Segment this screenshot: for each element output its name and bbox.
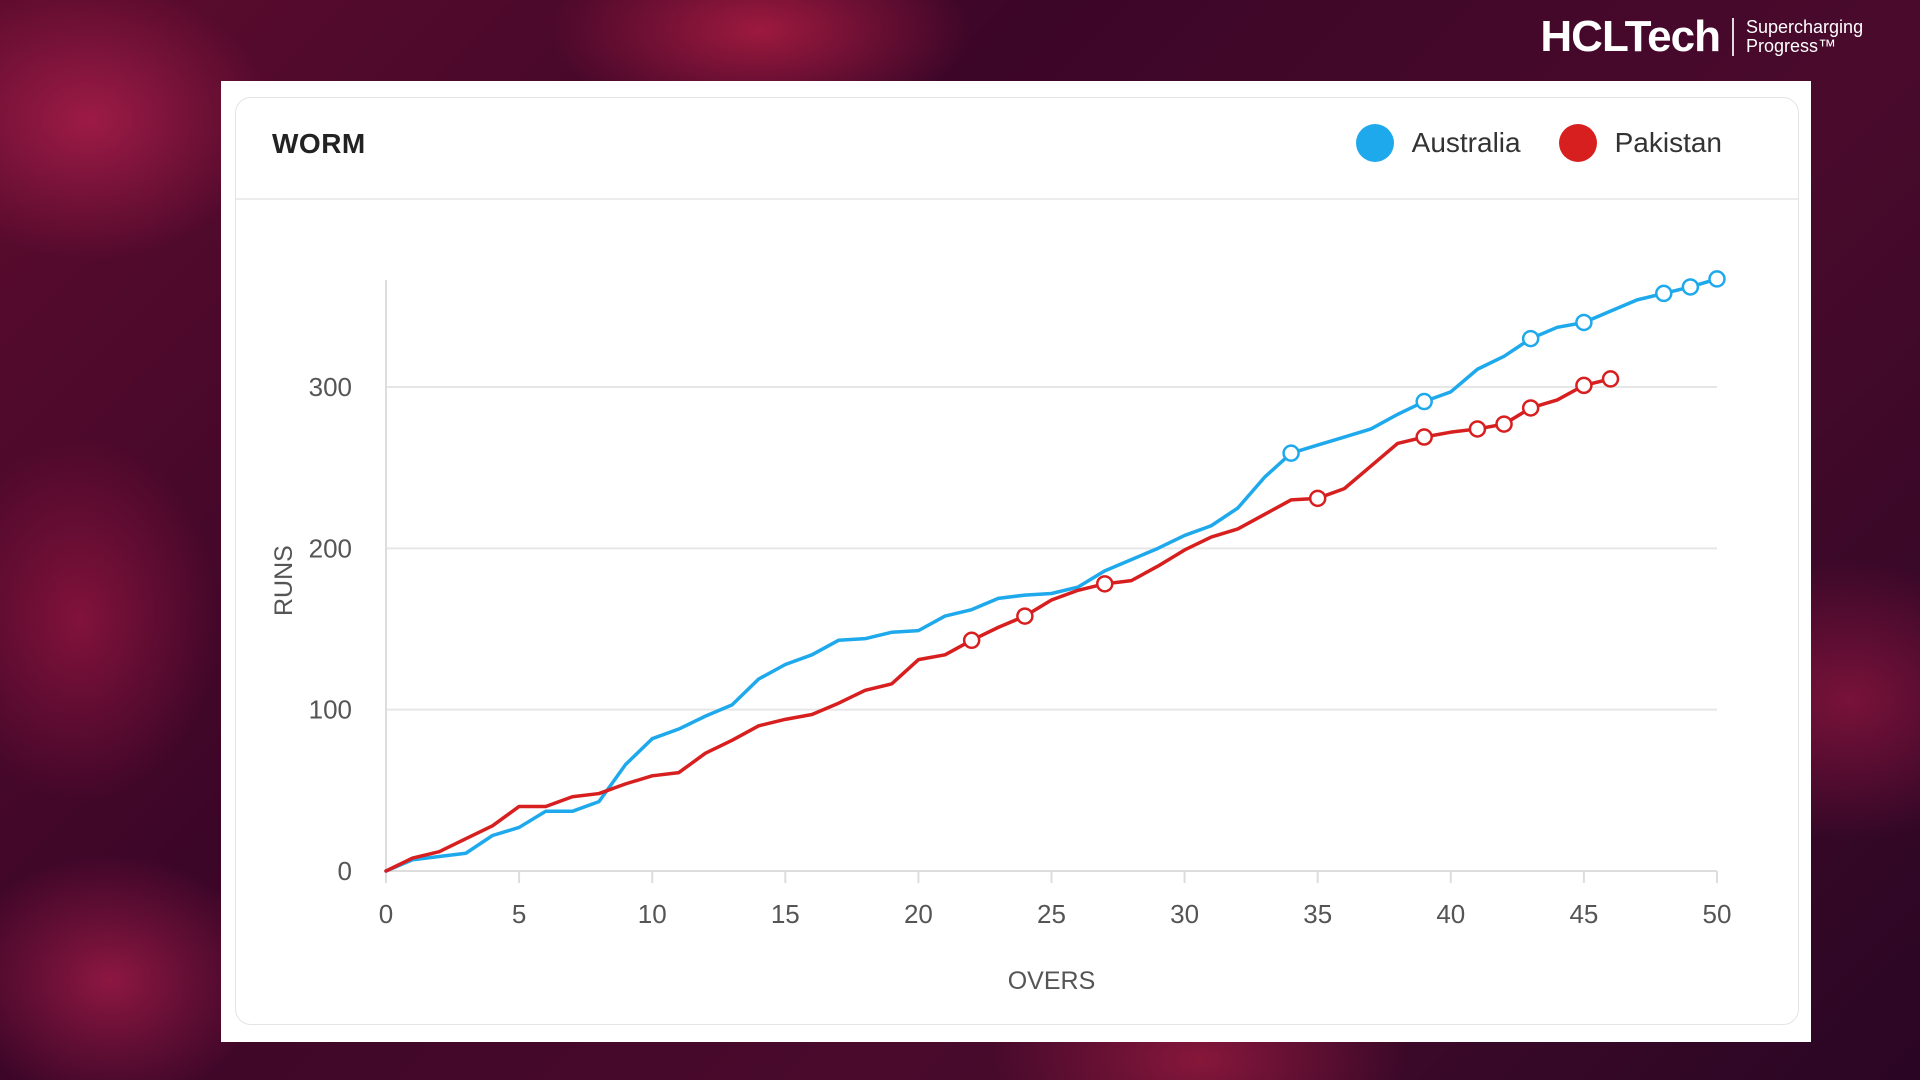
- chart-frame: WORM Australia Pakistan: [221, 81, 1811, 1042]
- card-header: WORM Australia Pakistan: [236, 98, 1798, 200]
- brand-tagline: Supercharging Progress™: [1746, 17, 1864, 56]
- legend-swatch-australia: [1355, 124, 1394, 162]
- legend: Australia Pakistan: [1318, 124, 1722, 162]
- legend-label-australia: Australia: [1411, 127, 1521, 158]
- legend-item-australia[interactable]: Australia: [1355, 124, 1521, 162]
- legend-swatch-pakistan: [1558, 124, 1597, 162]
- worm-card: WORM Australia Pakistan: [235, 97, 1799, 1025]
- legend-item-pakistan[interactable]: Pakistan: [1558, 124, 1722, 162]
- brand-divider: [1732, 18, 1734, 56]
- brand-name: HCLTech: [1540, 12, 1721, 61]
- legend-label-pakistan: Pakistan: [1614, 127, 1722, 158]
- card-title: WORM: [272, 128, 366, 159]
- brand-logo: HCLTech Supercharging Progress™: [1540, 12, 1876, 61]
